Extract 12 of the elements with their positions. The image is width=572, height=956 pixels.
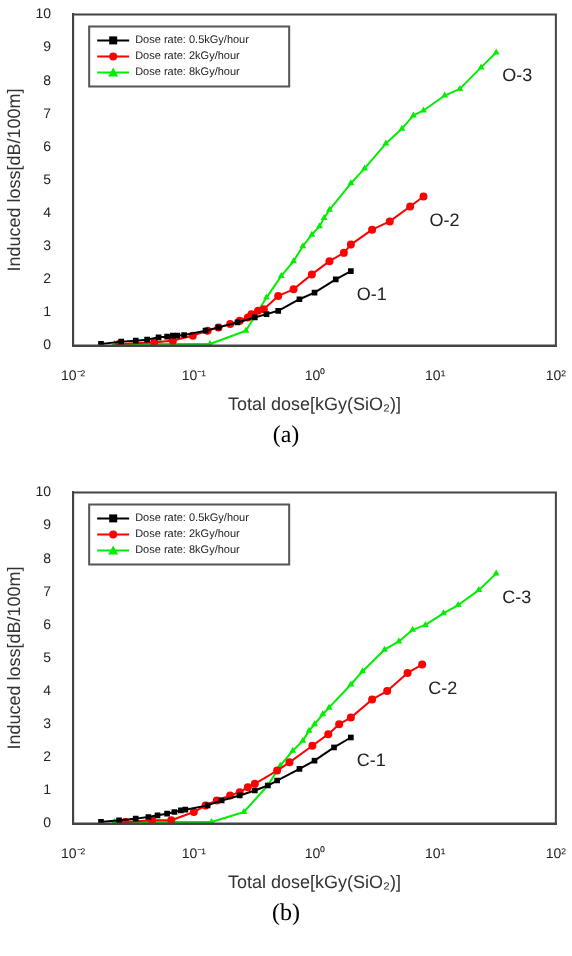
y-axis-title: Induced loss[dB/100m] <box>3 88 24 272</box>
annotation: C-3 <box>502 586 532 607</box>
x-axis-title: Total dose[kGy(SiO₂)] <box>228 394 402 415</box>
x-axis-title: Total dose[kGy(SiO₂)] <box>228 872 402 893</box>
annotation: O-1 <box>356 284 387 305</box>
y-axis-title: Induced loss[dB/100m] <box>3 566 24 750</box>
annotation: C-2 <box>428 677 458 698</box>
text: (b) <box>270 898 302 928</box>
annotation: C-1 <box>356 750 386 771</box>
annotation: O-3 <box>502 65 533 86</box>
annotation: O-2 <box>429 209 460 230</box>
text: (a) <box>270 420 302 450</box>
